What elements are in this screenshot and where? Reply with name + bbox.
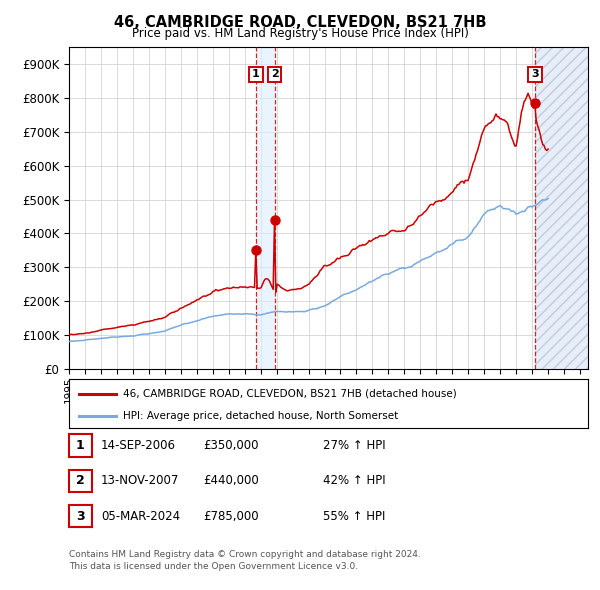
- Text: 46, CAMBRIDGE ROAD, CLEVEDON, BS21 7HB: 46, CAMBRIDGE ROAD, CLEVEDON, BS21 7HB: [114, 15, 486, 30]
- Text: 14-SEP-2006: 14-SEP-2006: [101, 439, 176, 452]
- Text: HPI: Average price, detached house, North Somerset: HPI: Average price, detached house, Nort…: [124, 411, 399, 421]
- Text: 27% ↑ HPI: 27% ↑ HPI: [323, 439, 385, 452]
- Text: 1: 1: [76, 439, 85, 452]
- Bar: [535, 47, 588, 369]
- Bar: [535, 47, 588, 369]
- Text: £440,000: £440,000: [203, 474, 259, 487]
- Text: £785,000: £785,000: [203, 510, 259, 523]
- Text: Contains HM Land Registry data © Crown copyright and database right 2024.: Contains HM Land Registry data © Crown c…: [69, 550, 421, 559]
- Text: 2: 2: [76, 474, 85, 487]
- Text: £350,000: £350,000: [203, 439, 258, 452]
- Text: 3: 3: [76, 510, 85, 523]
- Text: 55% ↑ HPI: 55% ↑ HPI: [323, 510, 385, 523]
- Text: 1: 1: [252, 69, 260, 79]
- Bar: [256, 47, 275, 369]
- Text: 42% ↑ HPI: 42% ↑ HPI: [323, 474, 385, 487]
- Text: This data is licensed under the Open Government Licence v3.0.: This data is licensed under the Open Gov…: [69, 562, 358, 571]
- Text: 3: 3: [531, 69, 539, 79]
- Text: 05-MAR-2024: 05-MAR-2024: [101, 510, 180, 523]
- Text: 2: 2: [271, 69, 278, 79]
- Text: Price paid vs. HM Land Registry's House Price Index (HPI): Price paid vs. HM Land Registry's House …: [131, 27, 469, 40]
- Text: 46, CAMBRIDGE ROAD, CLEVEDON, BS21 7HB (detached house): 46, CAMBRIDGE ROAD, CLEVEDON, BS21 7HB (…: [124, 389, 457, 399]
- Text: 13-NOV-2007: 13-NOV-2007: [101, 474, 179, 487]
